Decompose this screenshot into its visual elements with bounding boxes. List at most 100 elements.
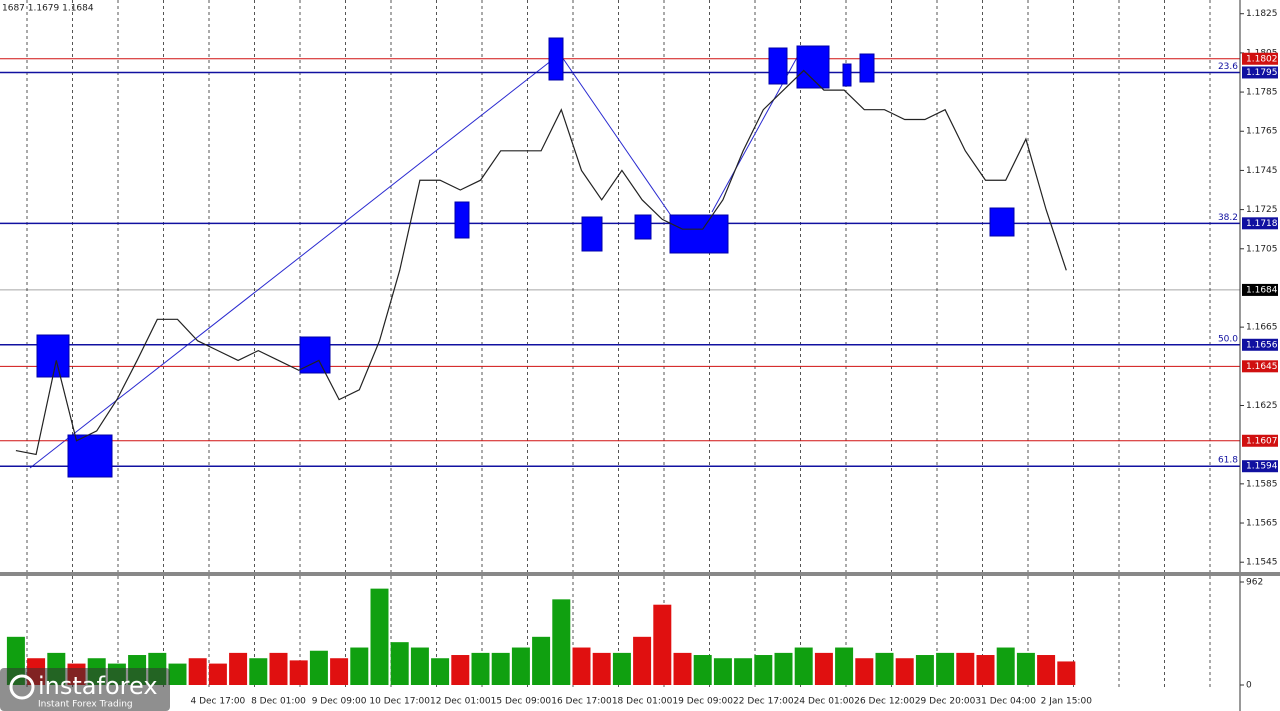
zone bbox=[842, 63, 852, 87]
volume-bar bbox=[855, 658, 874, 685]
fib-label: 61.8 bbox=[1218, 456, 1238, 466]
x-tick-label: 16 Dec 17:00 bbox=[551, 697, 612, 707]
volume-bar bbox=[532, 636, 551, 685]
volume-bar bbox=[188, 658, 207, 685]
level-label: 1.1684 bbox=[1246, 285, 1278, 295]
volume-bar bbox=[612, 652, 631, 685]
zone bbox=[454, 201, 470, 239]
zone bbox=[634, 214, 652, 240]
y-tick-label: 1.1725 bbox=[1246, 205, 1278, 215]
volume-bar bbox=[511, 647, 530, 685]
y-tick-label: 1.1565 bbox=[1246, 519, 1278, 529]
volume-bar bbox=[309, 650, 328, 685]
volume-bar bbox=[451, 655, 470, 685]
y-tick-label: 962 bbox=[1246, 578, 1263, 588]
level-label-bg bbox=[1242, 360, 1278, 373]
volume-bar bbox=[491, 652, 510, 685]
x-tick-label: 4 Dec 17:00 bbox=[190, 697, 245, 707]
zone bbox=[581, 216, 603, 252]
y-tick-label: 1.1785 bbox=[1246, 88, 1278, 98]
volume-bar bbox=[269, 652, 288, 685]
zones bbox=[36, 37, 1015, 478]
volume-bar bbox=[713, 658, 732, 685]
volume-bar bbox=[653, 604, 672, 685]
volume-bar bbox=[734, 658, 753, 685]
volume-bar bbox=[895, 658, 914, 685]
trend-line bbox=[29, 56, 557, 469]
y-tick-label: 1.1585 bbox=[1246, 479, 1278, 489]
level-label: 1.1718 bbox=[1246, 219, 1278, 229]
volume-bar bbox=[1037, 655, 1056, 685]
y-tick-label: 1.1705 bbox=[1246, 244, 1278, 254]
watermark-bg bbox=[0, 668, 170, 711]
header: 1687 1.1679 1.1684 bbox=[2, 4, 94, 14]
logo-icon bbox=[9, 674, 35, 700]
zone bbox=[669, 214, 729, 254]
y-tick-label: 0 bbox=[1246, 681, 1252, 691]
volume-bar bbox=[431, 658, 450, 685]
volume-bar bbox=[774, 652, 793, 685]
volume-bar bbox=[794, 647, 813, 685]
x-tick-label: 12 Dec 01:00 bbox=[430, 697, 491, 707]
volume-bar bbox=[289, 660, 308, 685]
volume-bar bbox=[390, 642, 409, 685]
watermark-sub: Instant Forex Trading bbox=[38, 700, 133, 710]
x-tick-label: 8 Dec 01:00 bbox=[251, 697, 306, 707]
x-tick-label: 31 Dec 04:00 bbox=[975, 697, 1036, 707]
fib-label: 23.6 bbox=[1218, 62, 1238, 72]
y-tick-label: 1.1825 bbox=[1246, 9, 1278, 19]
zone bbox=[989, 207, 1015, 237]
y-tick-label: 1.1745 bbox=[1246, 166, 1278, 176]
volume-bar bbox=[168, 663, 187, 685]
volume-bar bbox=[1057, 661, 1076, 685]
volume-bar bbox=[754, 655, 773, 685]
level-label: 1.1802 bbox=[1246, 54, 1278, 64]
volume-bar bbox=[592, 652, 611, 685]
x-tick-label: 24 Dec 01:00 bbox=[794, 697, 855, 707]
x-tick-label: 2 Jan 15:00 bbox=[1041, 697, 1093, 707]
zone bbox=[548, 37, 564, 81]
volume-bar bbox=[249, 658, 268, 685]
y-tick-label: 1.1665 bbox=[1246, 323, 1278, 333]
volume-bar bbox=[814, 652, 833, 685]
fib-label: 50.0 bbox=[1218, 334, 1238, 344]
level-label-bg bbox=[1242, 66, 1278, 79]
watermark: instaforex Instant Forex Trading bbox=[0, 668, 170, 711]
x-tick-label: 26 Dec 12:00 bbox=[854, 697, 915, 707]
volume-bar bbox=[693, 655, 712, 685]
y-tick-label: 1.1545 bbox=[1246, 558, 1278, 568]
volume-bar bbox=[633, 636, 652, 685]
plot bbox=[6, 69, 1076, 685]
level-label: 1.1645 bbox=[1246, 362, 1278, 372]
volume-bar bbox=[208, 663, 227, 685]
volume-bar bbox=[996, 647, 1015, 685]
volume-bar bbox=[875, 652, 894, 685]
zone bbox=[67, 434, 113, 478]
level-label: 1.1656 bbox=[1246, 340, 1278, 350]
level-label-bg bbox=[1242, 52, 1278, 65]
panel-separator bbox=[0, 572, 1280, 576]
levels: 23.6 38.2 50.0 61.8 bbox=[0, 58, 1240, 467]
volume-bar bbox=[976, 655, 995, 685]
volume-bar bbox=[915, 655, 934, 685]
level-label-bg bbox=[1242, 338, 1278, 351]
volume-bar bbox=[835, 647, 854, 685]
level-label-bg bbox=[1242, 434, 1278, 447]
volume-bar bbox=[552, 599, 571, 685]
x-tick-label: 9 Dec 09:00 bbox=[312, 697, 367, 707]
zone bbox=[796, 45, 830, 89]
x-tick-label: 19 Dec 09:00 bbox=[672, 697, 733, 707]
y-tick-label: 1.1625 bbox=[1246, 401, 1278, 411]
volume-bar bbox=[1016, 652, 1035, 685]
volume-bar bbox=[330, 658, 349, 685]
fib-label: 38.2 bbox=[1218, 213, 1238, 223]
level-label-bg bbox=[1242, 283, 1278, 296]
y-tick-label: 1.1765 bbox=[1246, 127, 1278, 137]
volume-bar bbox=[572, 647, 591, 685]
zone bbox=[36, 334, 70, 378]
level-label-bg bbox=[1242, 460, 1278, 473]
x-tick-label: 22 Dec 17:00 bbox=[733, 697, 794, 707]
volume-bar bbox=[229, 652, 248, 685]
